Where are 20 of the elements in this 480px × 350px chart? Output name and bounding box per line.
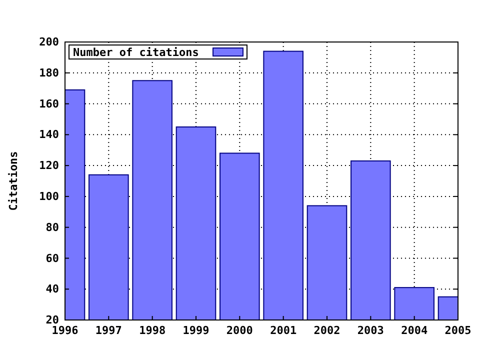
x-tick-label: 2002 [314,324,340,337]
y-tick-label: 160 [39,97,59,110]
x-tick-label: 2003 [357,324,384,337]
y-tick-label: 200 [39,36,59,49]
y-tick-label: 100 [39,190,59,203]
y-tick-label: 120 [39,159,59,172]
y-tick-label: 180 [39,66,59,80]
y-tick-label: 140 [39,128,59,142]
x-tick-label: 1997 [95,324,122,337]
x-tick-label: 1998 [139,324,166,337]
x-tick-label: 1999 [182,324,210,337]
x-tick-label: 2005 [444,324,472,337]
legend-label: Number of citations [73,46,199,59]
y-axis-title: Citations [7,151,20,211]
x-tick-label: 2000 [226,324,253,337]
x-tick-label: 2004 [401,324,428,337]
y-tick-label: 80 [46,220,59,234]
y-tick-label: 60 [46,252,59,265]
y-tick-label: 40 [46,282,59,296]
x-tick-label: 2001 [270,324,297,337]
